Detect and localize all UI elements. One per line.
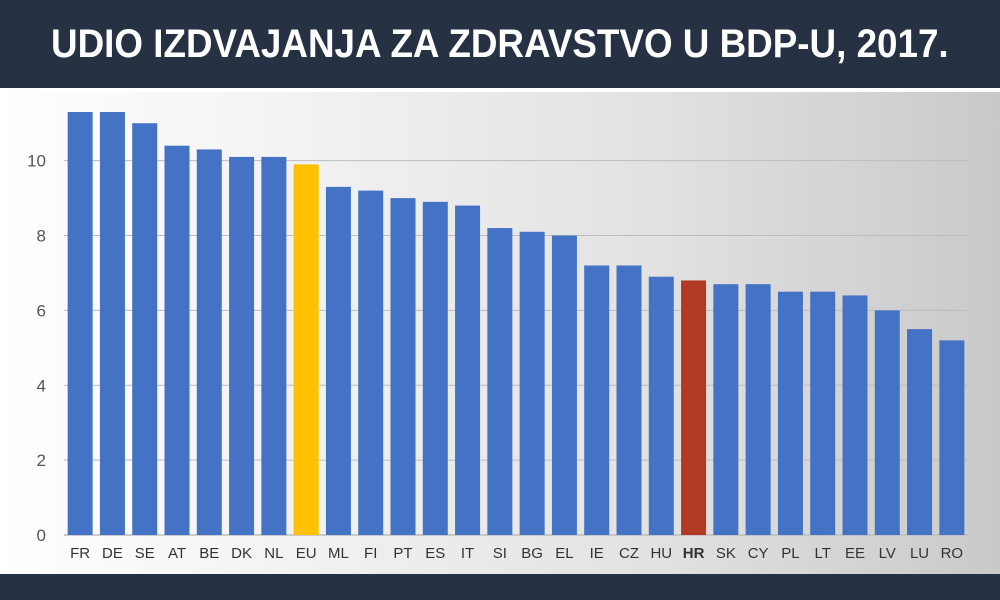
x-tick-label-de: DE [102, 545, 123, 562]
x-axis-ticks: FR DE SE AT BE DK NL EU ML FI PT ES IT SI BG EL IE CZ HU HR… [70, 545, 963, 562]
x-tick-label-pt: PT [393, 545, 412, 562]
x-tick-label-eu: EU [296, 545, 317, 562]
x-tick-label-at: AT [168, 545, 186, 562]
bar-lv [874, 310, 900, 535]
bar-es [422, 201, 448, 535]
x-tick-label-pl: PL [781, 545, 799, 562]
y-tick-label: 4 [37, 376, 46, 395]
x-tick-label-cz: CZ [619, 545, 639, 562]
header-bar: UDIO IZDVAJANJA ZA ZDRAVSTVO U BDP-U, 20… [0, 0, 1000, 88]
y-tick-label: 10 [27, 152, 46, 171]
bar-at [164, 145, 190, 536]
x-tick-label-el: EL [555, 545, 573, 562]
x-tick-label-lv: LV [879, 545, 896, 562]
bar-fr [67, 112, 93, 535]
x-tick-label-lt: LT [815, 545, 831, 562]
bar-de [99, 112, 125, 535]
bar-sk [713, 284, 739, 535]
bar-lu [907, 329, 933, 535]
x-tick-label-si: SI [493, 545, 507, 562]
x-tick-label-ie: IE [590, 545, 604, 562]
bar-be [196, 149, 222, 535]
x-tick-label-dk: DK [231, 545, 252, 562]
x-tick-label-ee: EE [845, 545, 865, 562]
x-tick-label-cy: CY [748, 545, 769, 562]
y-tick-label: 2 [37, 451, 46, 470]
x-tick-label-be: BE [199, 545, 219, 562]
y-axis-ticks: 0 2 4 6 8 10 [27, 152, 46, 545]
bar-se [132, 123, 158, 535]
bar-ml [325, 186, 351, 535]
bar-el [551, 235, 577, 535]
bar-ro [939, 340, 965, 535]
bar-dk [229, 156, 255, 535]
bar-lt [810, 291, 836, 535]
x-tick-label-hr: HR [683, 545, 705, 562]
bar-bg [519, 231, 545, 536]
y-tick-label: 0 [37, 526, 46, 545]
chart-title: UDIO IZDVAJANJA ZA ZDRAVSTVO U BDP-U, 20… [51, 21, 949, 66]
x-tick-label-es: ES [425, 545, 445, 562]
x-tick-label-ro: RO [941, 545, 964, 562]
x-tick-label-it: IT [461, 545, 474, 562]
bar-si [487, 228, 513, 535]
x-tick-label-fi: FI [364, 545, 377, 562]
bar-cz [616, 265, 642, 535]
bar-hu [648, 276, 674, 535]
x-tick-label-ml: ML [328, 545, 349, 562]
bars [67, 112, 965, 536]
bar-fi [358, 190, 384, 535]
bar-eu [293, 164, 319, 535]
x-tick-label-nl: NL [264, 545, 283, 562]
bar-chart: 0 2 4 6 8 10 FR DE SE AT BE DK NL EU ML FI PT ES IT SI BG EL… [27, 112, 968, 562]
x-tick-label-hu: HU [650, 545, 672, 562]
bar-pl [777, 291, 803, 535]
x-tick-label-sk: SK [716, 545, 736, 562]
header-divider [0, 88, 1000, 92]
y-tick-label: 8 [37, 227, 46, 246]
footer-bar [0, 574, 1000, 600]
x-tick-label-se: SE [135, 545, 155, 562]
x-tick-label-fr: FR [70, 545, 90, 562]
bar-hr [681, 280, 707, 535]
bar-nl [261, 156, 287, 535]
chart-panel: 0 2 4 6 8 10 FR DE SE AT BE DK NL EU ML FI PT ES IT SI BG EL… [0, 92, 1000, 574]
x-tick-label-bg: BG [521, 545, 543, 562]
y-tick-label: 6 [37, 301, 46, 320]
bar-it [455, 205, 481, 535]
bar-cy [745, 284, 771, 535]
x-tick-label-lu: LU [910, 545, 929, 562]
bar-ie [584, 265, 610, 535]
bar-pt [390, 198, 416, 535]
bar-ee [842, 295, 868, 535]
